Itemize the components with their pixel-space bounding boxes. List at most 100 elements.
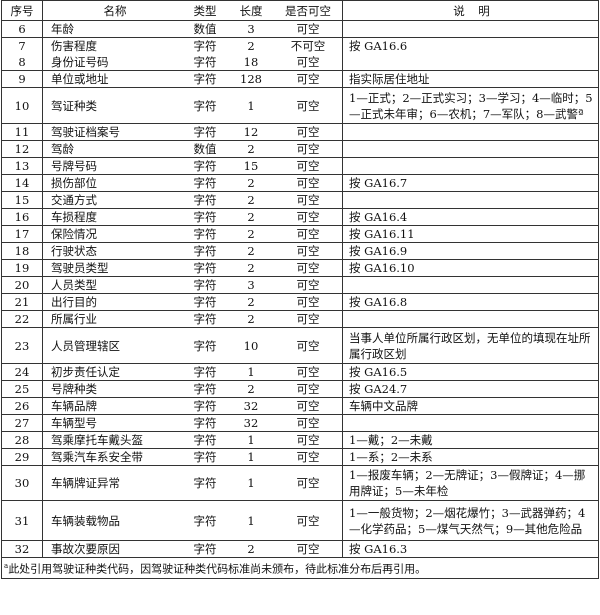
field-type: 字符 xyxy=(193,176,217,190)
row-number: 23 xyxy=(1,327,43,364)
field-nullable: 可空 xyxy=(274,431,343,449)
field-length: 32 xyxy=(243,416,259,430)
field-nullable: 可空 xyxy=(274,276,343,294)
field-name: 伤害程度 xyxy=(51,39,97,53)
field-description: 1—系；2—未系 xyxy=(349,450,433,464)
field-name: 驾驶员类型 xyxy=(51,261,109,275)
field-type: 字符 xyxy=(193,193,217,207)
row-number: 27 xyxy=(1,414,43,432)
field-length: 2 xyxy=(247,312,255,326)
field-description: 指实际居住地址 xyxy=(349,72,430,86)
field-name: 号牌号码 xyxy=(51,159,97,173)
field-length: 1 xyxy=(247,450,255,464)
field-type: 字符 xyxy=(193,312,217,326)
field-length: 3 xyxy=(247,22,255,36)
field-description: 按 GA16.10 xyxy=(349,261,415,275)
field-length: 2 xyxy=(247,227,255,241)
field-description: 按 GA16.5 xyxy=(349,365,408,379)
row-number: 7 xyxy=(1,37,43,54)
table-row: 31 车辆装载物品 字符 1 可空 1—一般货物；2—烟花爆竹；3—武器弹药；4—化学药品… xyxy=(1,500,599,541)
field-description xyxy=(343,124,599,141)
table-row: 29 驾乘汽车系安全带 字符 1 可空 1—系；2—未系 xyxy=(1,448,599,466)
row-number: 10 xyxy=(1,87,43,124)
table-row: 19 驾驶员类型 字符 2 可空按 GA16.10 xyxy=(1,259,599,277)
field-nullable: 可空 xyxy=(274,140,343,158)
row-number: 14 xyxy=(1,174,43,192)
field-nullable: 可空 xyxy=(274,225,343,243)
table-header-row: 序号 名称 类型 长度 是否可空 说 明 xyxy=(1,0,599,21)
field-name: 号牌种类 xyxy=(51,382,97,396)
field-nullable: 可空 xyxy=(274,157,343,175)
field-name: 出行目的 xyxy=(51,295,97,309)
field-type: 数值 xyxy=(193,22,217,36)
field-nullable: 可空 xyxy=(274,448,343,466)
table-row: 23 人员管理辖区 字符 10 可空 当事人单位所属行政区划，无单位的填现在址所属行政区划 xyxy=(1,327,599,364)
field-nullable: 可空 xyxy=(274,87,343,124)
field-description: 按 GA16.9 xyxy=(349,244,408,258)
table-row: 12 驾龄 数值 2 可空 xyxy=(1,140,599,158)
field-type: 字符 xyxy=(193,159,217,173)
row-number: 22 xyxy=(1,310,43,328)
field-length: 10 xyxy=(243,338,259,353)
field-description: 当事人单位所属行政区划，无单位的填现在址所属行政区划 xyxy=(349,330,591,361)
field-description: 按 GA16.3 xyxy=(349,542,408,556)
table-row: 24 初步责任认定 字符 1 可空按 GA16.5 xyxy=(1,363,599,381)
field-nullable: 可空 xyxy=(274,465,343,501)
field-nullable: 可空 xyxy=(274,500,343,541)
field-name: 交通方式 xyxy=(51,193,97,207)
row-number: 16 xyxy=(1,208,43,226)
table-row: 25 号牌种类 字符 2 可空按 GA24.7 xyxy=(1,380,599,398)
field-name: 人员类型 xyxy=(51,278,97,292)
field-length: 1 xyxy=(247,433,255,447)
row-number: 20 xyxy=(1,276,43,294)
field-type: 数值 xyxy=(193,142,217,156)
field-type: 字符 xyxy=(193,98,217,113)
field-length: 32 xyxy=(243,399,259,413)
table-row: 8 身份证号码 字符 18 可空 xyxy=(1,54,599,71)
field-type: 字符 xyxy=(193,338,217,353)
footnote-text: 此处引用驾驶证种类代码，因驾驶证种类代码标准尚未颁布，待此标准分布后再引用。 xyxy=(8,562,427,576)
row-number: 17 xyxy=(1,225,43,243)
field-description: 1—正式；2—正式实习；3—学习；4—临时；5—正式未年审；6—农机；7—军队；… xyxy=(349,90,593,121)
field-name: 行驶状态 xyxy=(51,244,97,258)
field-description: 1—一般货物；2—烟花爆竹；3—武器弹药；4—化学药品；5—煤气天然气；9—其他… xyxy=(349,505,586,536)
field-nullable: 不可空 xyxy=(274,37,343,54)
field-name: 所属行业 xyxy=(51,312,97,326)
field-name: 驾乘汽车系安全带 xyxy=(51,450,143,464)
field-length: 2 xyxy=(247,193,255,207)
field-description: 按 GA16.6 xyxy=(349,39,408,53)
table-body: 6 年龄 数值 3 可空 7 伤害程度 字符 2 不可空按 GA16.6 8 身份证号码 字符 18 可空 9… xyxy=(1,20,599,558)
table-row: 22 所属行业 字符 2 可空 xyxy=(1,310,599,328)
field-description xyxy=(343,141,599,158)
field-name: 车辆型号 xyxy=(51,416,97,430)
field-description xyxy=(343,192,599,209)
field-length: 2 xyxy=(247,382,255,396)
table-row: 9 单位或地址 字符 128 可空 指实际居住地址 xyxy=(1,70,599,88)
field-length: 2 xyxy=(247,39,255,53)
field-name: 保险情况 xyxy=(51,227,97,241)
field-description: 按 GA16.8 xyxy=(349,295,408,309)
row-number: 15 xyxy=(1,191,43,209)
field-type: 字符 xyxy=(193,365,217,379)
field-type: 字符 xyxy=(193,210,217,224)
field-description: 按 GA24.7 xyxy=(349,382,408,396)
table-row: 18 行驶状态 字符 2 可空按 GA16.9 xyxy=(1,242,599,260)
field-type: 字符 xyxy=(193,450,217,464)
header-description: 说 明 xyxy=(453,3,491,18)
row-number: 19 xyxy=(1,259,43,277)
field-name: 初步责任认定 xyxy=(51,365,120,379)
field-description: 车辆中文品牌 xyxy=(349,399,418,413)
field-type: 字符 xyxy=(193,382,217,396)
table-row: 6 年龄 数值 3 可空 xyxy=(1,20,599,38)
field-name: 驾驶证档案号 xyxy=(51,125,120,139)
field-nullable: 可空 xyxy=(274,174,343,192)
field-length: 1 xyxy=(247,365,255,379)
field-length: 2 xyxy=(247,210,255,224)
field-name: 车损程度 xyxy=(51,210,97,224)
row-number: 8 xyxy=(1,54,43,71)
field-type: 字符 xyxy=(193,261,217,275)
field-type: 字符 xyxy=(193,476,217,490)
table-row: 10 驾证种类 字符 1 可空 1—正式；2—正式实习；3—学习；4—临时；5—正式未年审… xyxy=(1,87,599,124)
table-row: 21 出行目的 字符 2 可空按 GA16.8 xyxy=(1,293,599,311)
field-name: 单位或地址 xyxy=(51,72,109,86)
